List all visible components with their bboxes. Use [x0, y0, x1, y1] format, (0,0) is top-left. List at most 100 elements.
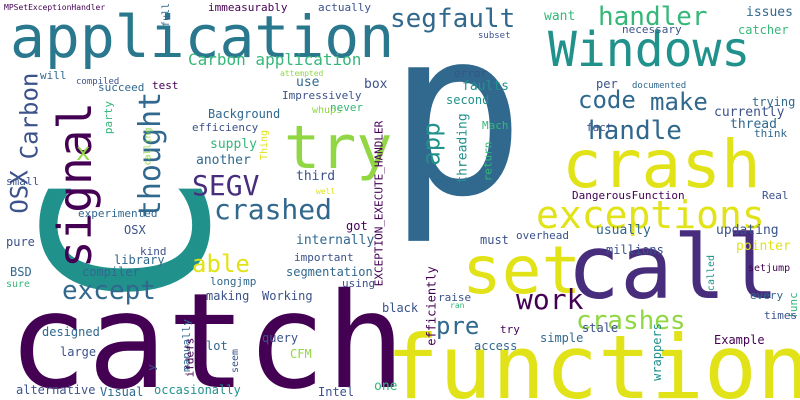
cloud-word: ran	[450, 301, 465, 310]
cloud-word: crashes	[576, 306, 686, 336]
cloud-word: documented	[632, 81, 687, 91]
cloud-word: stale	[582, 321, 619, 335]
cloud-word: wrappers	[649, 323, 664, 381]
cloud-word: Visual	[100, 385, 144, 399]
cloud-word: second	[446, 93, 490, 107]
cloud-word: OSX	[124, 223, 146, 237]
cloud-word: Working	[262, 289, 313, 303]
cloud-word: work	[516, 283, 584, 316]
cloud-word: SEGV	[192, 169, 260, 202]
cloud-word: library	[114, 253, 165, 267]
cloud-word: party	[102, 100, 116, 135]
cloud-word: updating	[716, 223, 779, 238]
cloud-word: Carbon application	[188, 50, 362, 69]
cloud-word: pointer	[736, 239, 791, 254]
cloud-word: thread	[730, 117, 777, 132]
cloud-word: DangerousFunction	[572, 189, 685, 202]
cloud-word: EXCEPTION_EXECUTE_HANDLER	[372, 120, 386, 287]
cloud-word: Carbon	[15, 72, 44, 160]
cloud-word: segfault	[390, 4, 516, 34]
cloud-word: make	[650, 88, 708, 116]
cloud-word: call	[567, 216, 779, 319]
cloud-word: segmentation	[286, 265, 373, 279]
cloud-word: ifdefs	[183, 337, 197, 378]
cloud-word: faults	[462, 79, 509, 94]
cloud-word: catch	[8, 265, 406, 400]
cloud-word: application	[10, 3, 395, 71]
cloud-word: compiled	[76, 77, 120, 87]
cloud-word: got	[346, 219, 368, 233]
cloud-word: pure	[6, 235, 35, 249]
cloud-word: handler	[598, 2, 708, 32]
cloud-word: experimented	[78, 207, 158, 220]
cloud-word: return	[481, 141, 495, 182]
cloud-word: Intel	[318, 385, 355, 399]
cloud-word: millions	[606, 243, 664, 257]
cloud-word: query	[262, 331, 299, 345]
cloud-word: times	[764, 309, 798, 322]
cloud-word: occasionally	[154, 383, 241, 397]
cloud-word: efficiency	[192, 121, 259, 134]
cloud-word: think	[754, 127, 788, 140]
cloud-word: y	[144, 364, 158, 371]
cloud-word: immeasurably	[208, 1, 288, 14]
cloud-word: issues	[746, 5, 793, 20]
cloud-word: lot	[206, 339, 228, 353]
cloud-word: trying	[752, 95, 796, 109]
cloud-word: access	[474, 339, 518, 353]
cloud-word: internally	[296, 233, 375, 248]
cloud-word: necessary	[622, 23, 682, 36]
cloud-word: per	[596, 77, 618, 91]
cloud-word: exceptions	[536, 193, 765, 237]
cloud-word: p	[387, 0, 526, 248]
cloud-word: attempted	[280, 69, 324, 78]
cloud-word: called	[706, 254, 718, 292]
cloud-word: important	[294, 251, 354, 264]
cloud-word: MPSetExceptionHandler	[4, 3, 106, 12]
cloud-word: large	[60, 345, 97, 359]
cloud-word: use	[296, 75, 320, 90]
cloud-word: never	[330, 101, 364, 114]
cloud-word: try	[500, 323, 520, 336]
cloud-word: seem	[230, 348, 242, 374]
cloud-word: whups	[312, 105, 343, 116]
cloud-word: Example	[714, 333, 765, 347]
cloud-word: Mach	[482, 119, 509, 132]
cloud-word: succeed	[98, 81, 145, 94]
cloud-word: BSD	[10, 265, 32, 279]
cloud-word: box	[364, 77, 388, 92]
cloud-word: currently	[714, 105, 785, 120]
cloud-word: CFM	[290, 347, 312, 361]
cloud-word: handle	[588, 116, 682, 146]
cloud-word: must	[480, 233, 509, 247]
cloud-word: every	[750, 289, 784, 302]
cloud-word: black	[382, 301, 419, 315]
cloud-word: third	[296, 169, 336, 184]
cloud-word: except	[62, 276, 156, 306]
cloud-word: another	[196, 153, 251, 168]
cloud-word: efficiently	[424, 266, 439, 346]
cloud-word: alternative	[16, 383, 96, 397]
cloud-word: sure	[6, 279, 31, 290]
cloud-word: kind	[140, 245, 167, 258]
cloud-word: Background	[208, 107, 281, 121]
cloud-word: crashed	[214, 193, 333, 226]
cloud-word: longjmp	[210, 275, 257, 288]
cloud-word: will	[40, 69, 67, 82]
cloud-word: well	[316, 187, 336, 196]
cloud-word: calling	[143, 127, 154, 166]
cloud-word: threading	[455, 113, 471, 184]
cloud-word: Impressively	[282, 89, 362, 102]
cloud-word: want	[544, 9, 576, 24]
cloud-word: using	[342, 277, 376, 290]
cloud-word: designed	[42, 325, 100, 339]
cloud-word: raise	[438, 291, 472, 304]
cloud-word: Thing	[259, 129, 271, 161]
cloud-word: crash	[562, 126, 761, 203]
cloud-word: pre	[436, 312, 480, 340]
cloud-word: simple	[540, 331, 584, 345]
cloud-word: small	[6, 175, 40, 188]
cloud-word: Real	[762, 189, 789, 202]
cloud-word: usually	[596, 223, 651, 238]
cloud-word: code	[578, 86, 636, 114]
